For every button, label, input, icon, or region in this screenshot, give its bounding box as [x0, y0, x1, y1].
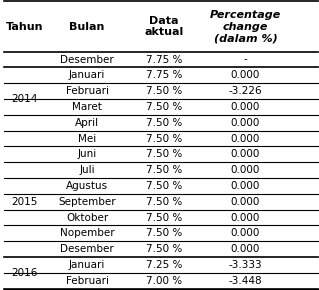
Text: 2015: 2015	[11, 197, 38, 207]
Text: 7.75 %: 7.75 %	[146, 70, 182, 80]
Text: Juni: Juni	[78, 149, 97, 159]
Text: 7.50 %: 7.50 %	[146, 165, 182, 175]
Text: 7.50 %: 7.50 %	[146, 197, 182, 207]
Text: 0.000: 0.000	[231, 197, 260, 207]
Text: Oktober: Oktober	[66, 213, 108, 222]
Text: 0.000: 0.000	[231, 213, 260, 222]
Text: Januari: Januari	[69, 70, 105, 80]
Text: 7.50 %: 7.50 %	[146, 181, 182, 191]
Text: Januari: Januari	[69, 260, 105, 270]
Text: Februari: Februari	[66, 276, 109, 286]
Text: Desember: Desember	[60, 55, 114, 65]
Text: 0.000: 0.000	[231, 228, 260, 238]
Text: Nopember: Nopember	[60, 228, 115, 238]
Text: -3.333: -3.333	[229, 260, 262, 270]
Text: Desember: Desember	[60, 244, 114, 254]
Text: 7.50 %: 7.50 %	[146, 118, 182, 128]
Text: 2016: 2016	[11, 268, 38, 278]
Text: 7.25 %: 7.25 %	[146, 260, 182, 270]
Text: 2014: 2014	[11, 94, 38, 104]
Text: 7.50 %: 7.50 %	[146, 149, 182, 159]
Text: Bulan: Bulan	[70, 21, 105, 32]
Text: 7.50 %: 7.50 %	[146, 102, 182, 112]
Text: 7.75 %: 7.75 %	[146, 55, 182, 65]
Text: 0.000: 0.000	[231, 244, 260, 254]
Text: Percentage
change
(dalam %): Percentage change (dalam %)	[210, 10, 281, 43]
Text: -3.226: -3.226	[229, 86, 262, 96]
Text: 0.000: 0.000	[231, 165, 260, 175]
Text: Mei: Mei	[78, 133, 96, 144]
Text: 0.000: 0.000	[231, 133, 260, 144]
Text: April: April	[75, 118, 99, 128]
Text: Juli: Juli	[79, 165, 95, 175]
Text: 7.00 %: 7.00 %	[146, 276, 182, 286]
Text: 0.000: 0.000	[231, 70, 260, 80]
Text: 7.50 %: 7.50 %	[146, 213, 182, 222]
Text: 0.000: 0.000	[231, 149, 260, 159]
Text: Data
aktual: Data aktual	[145, 16, 184, 37]
Text: 0.000: 0.000	[231, 102, 260, 112]
Text: Tahun: Tahun	[6, 21, 43, 32]
Text: 0.000: 0.000	[231, 118, 260, 128]
Text: 7.50 %: 7.50 %	[146, 133, 182, 144]
Text: -3.448: -3.448	[229, 276, 262, 286]
Text: 7.50 %: 7.50 %	[146, 228, 182, 238]
Text: September: September	[58, 197, 116, 207]
Text: 7.50 %: 7.50 %	[146, 244, 182, 254]
Text: Maret: Maret	[72, 102, 102, 112]
Text: -: -	[244, 55, 247, 65]
Text: 7.50 %: 7.50 %	[146, 86, 182, 96]
Text: 0.000: 0.000	[231, 181, 260, 191]
Text: Agustus: Agustus	[66, 181, 108, 191]
Text: Februari: Februari	[66, 86, 109, 96]
